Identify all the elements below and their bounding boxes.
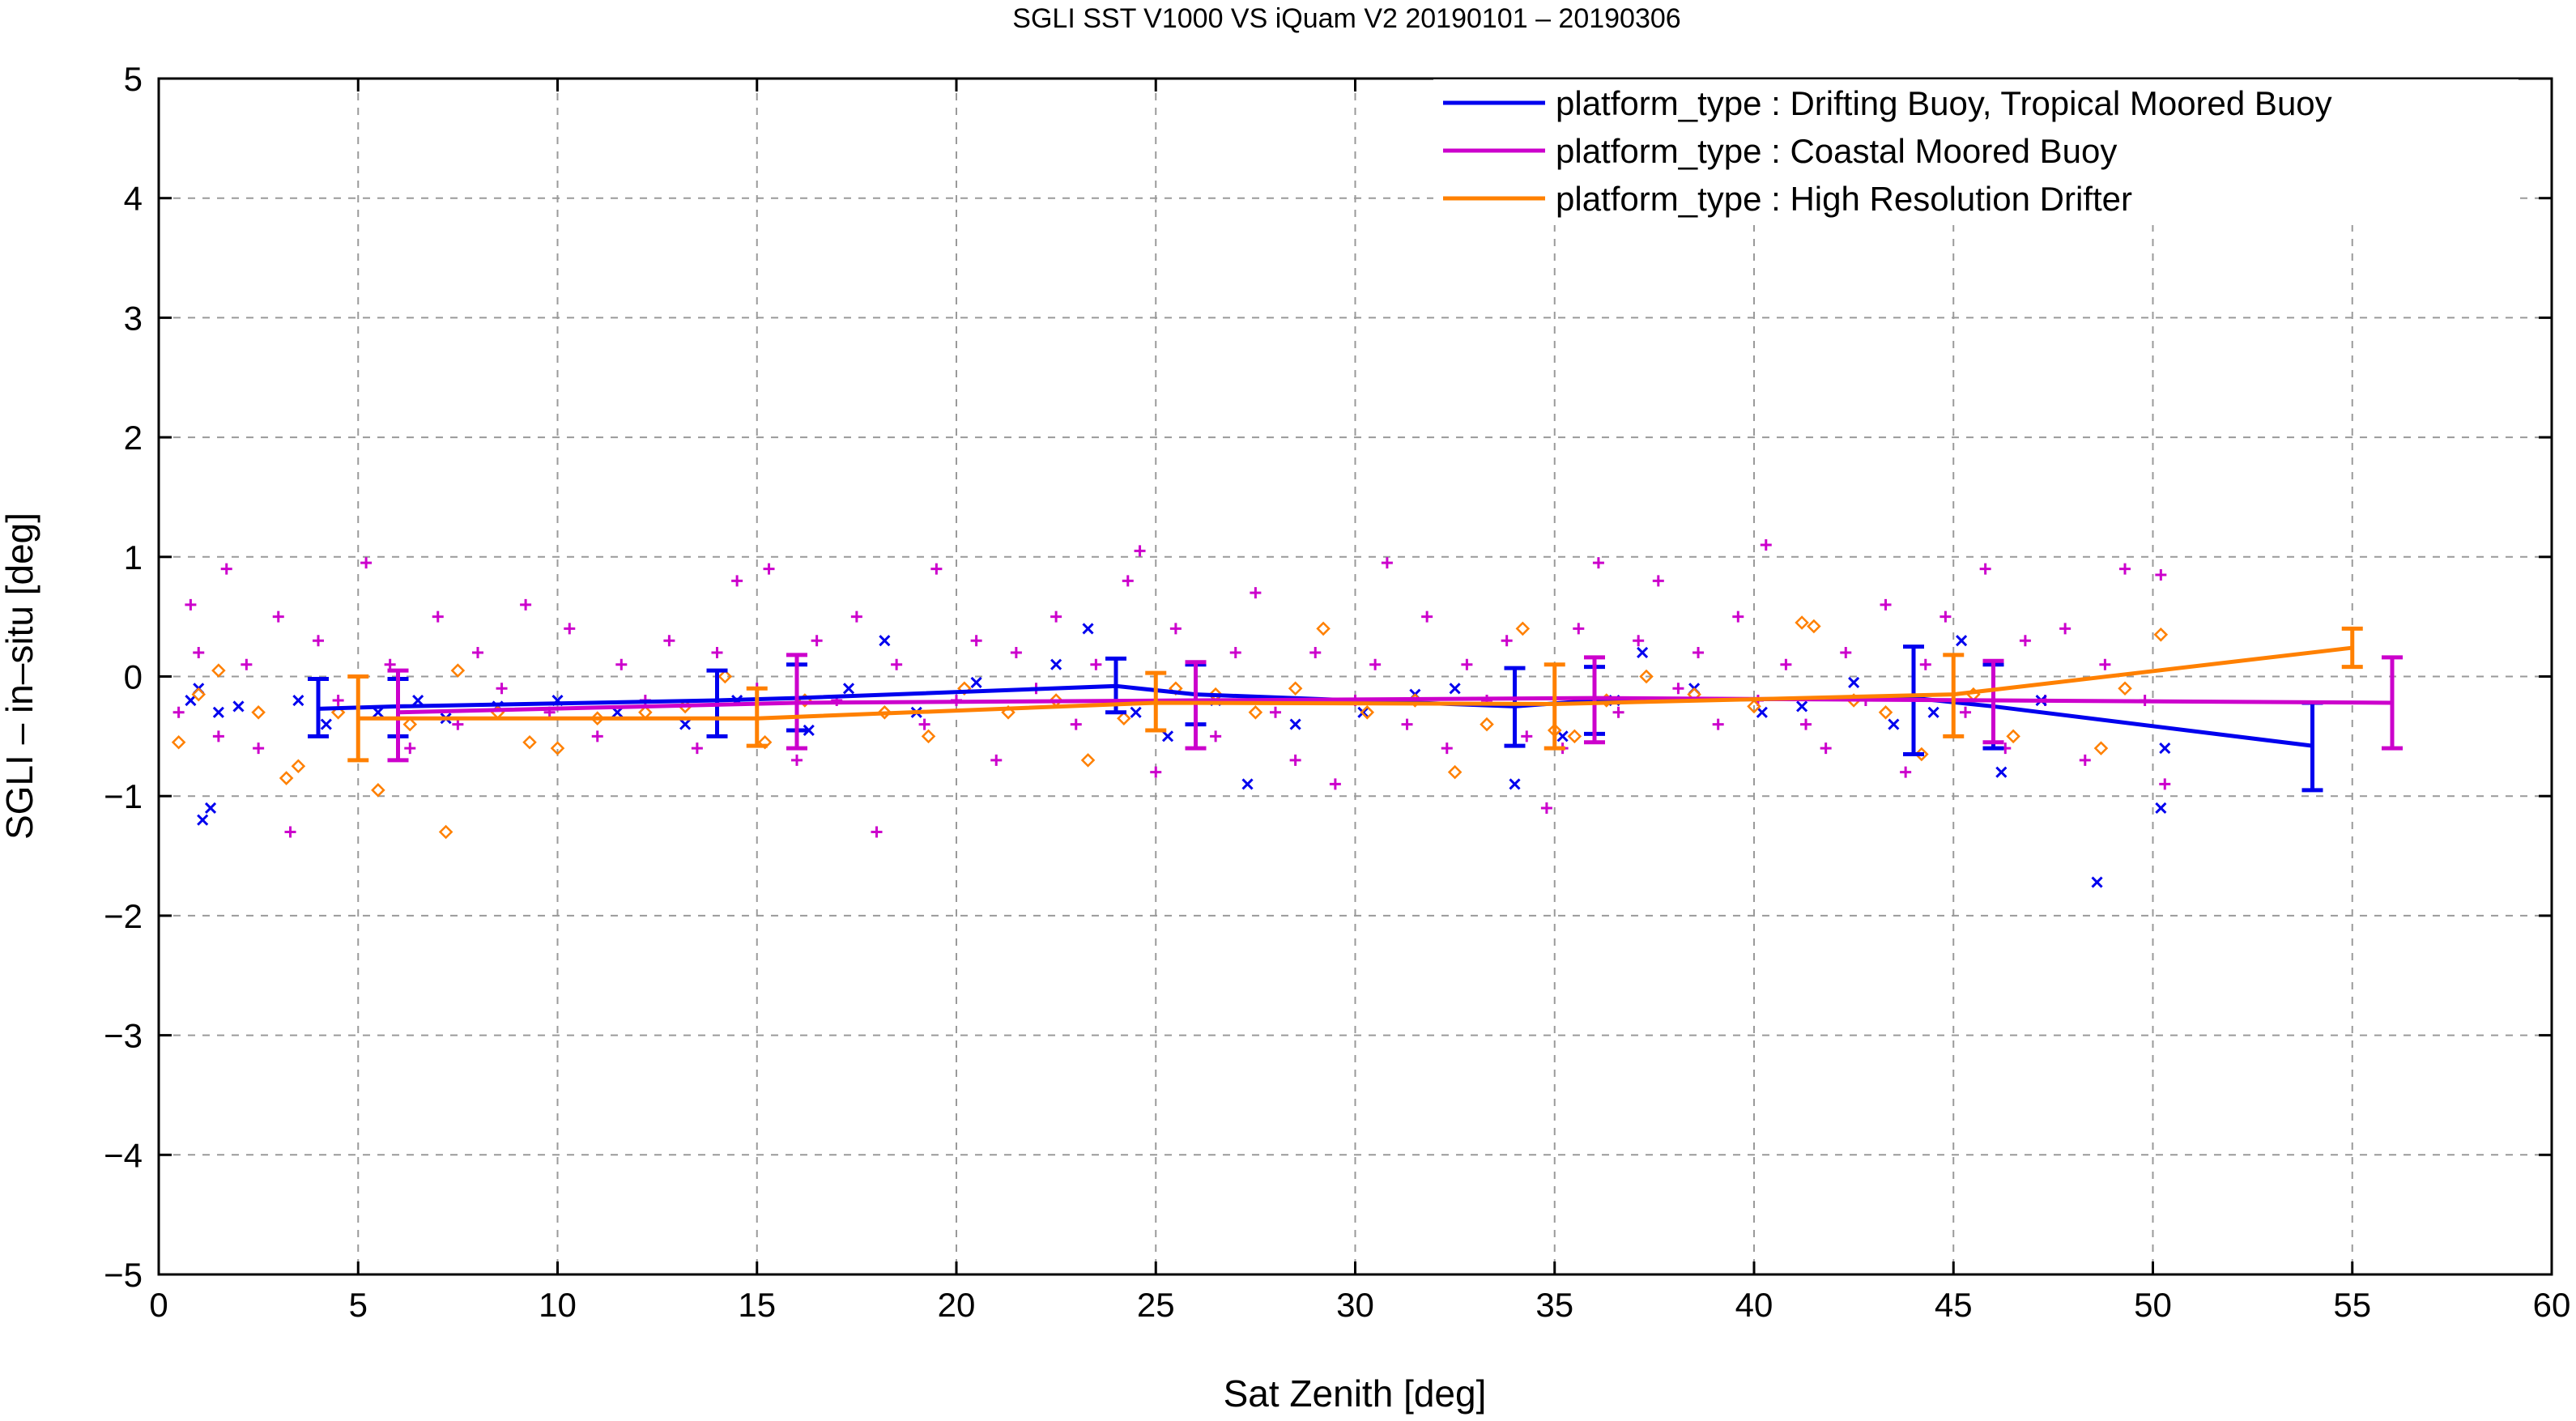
y-tick-label: −4 — [104, 1136, 143, 1174]
x-tick-label: 40 — [1735, 1286, 1773, 1324]
legend: platform_type : Drifting Buoy, Tropical … — [1433, 79, 2519, 225]
x-tick-label: 45 — [1935, 1286, 1973, 1324]
x-tick-label: 35 — [1535, 1286, 1573, 1324]
legend-label-coastal-moored-buoy: platform_type : Coastal Moored Buoy — [1556, 132, 2117, 170]
y-tick-label: 2 — [124, 419, 143, 457]
x-tick-label: 10 — [539, 1286, 577, 1324]
x-tick-label: 55 — [2333, 1286, 2371, 1324]
chart-title: SGLI SST V1000 VS iQuam V2 20190101 – 20… — [1012, 3, 1680, 34]
y-tick-label: 0 — [124, 658, 143, 696]
y-tick-label: −1 — [104, 777, 143, 815]
y-tick-label: 5 — [124, 60, 143, 98]
x-tick-label: 50 — [2134, 1286, 2172, 1324]
y-tick-label: 3 — [124, 299, 143, 337]
y-axis-title: SGLI – in–situ [deg] — [0, 513, 40, 840]
x-tick-label: 0 — [149, 1286, 168, 1324]
x-tick-label: 20 — [938, 1286, 976, 1324]
y-tick-label: −5 — [104, 1256, 143, 1294]
x-tick-label: 60 — [2533, 1286, 2571, 1324]
legend-label-drifting-buoy: platform_type : Drifting Buoy, Tropical … — [1556, 84, 2332, 122]
legend-label-high-resolution-drifter: platform_type : High Resolution Drifter — [1556, 180, 2132, 218]
x-tick-label: 30 — [1336, 1286, 1374, 1324]
x-tick-label: 15 — [738, 1286, 776, 1324]
y-tick-label: 4 — [124, 180, 143, 218]
y-tick-label: 1 — [124, 538, 143, 576]
x-tick-label: 5 — [349, 1286, 368, 1324]
y-tick-label: −3 — [104, 1017, 143, 1055]
x-tick-label: 25 — [1137, 1286, 1175, 1324]
x-axis-title: Sat Zenith [deg] — [1224, 1372, 1487, 1415]
y-tick-label: −2 — [104, 897, 143, 935]
